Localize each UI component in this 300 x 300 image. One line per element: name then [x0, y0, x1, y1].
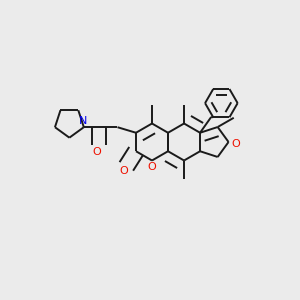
Text: O: O — [148, 163, 156, 172]
Text: N: N — [79, 116, 87, 126]
Text: O: O — [231, 139, 240, 149]
Text: O: O — [119, 167, 128, 176]
Text: O: O — [93, 147, 101, 157]
